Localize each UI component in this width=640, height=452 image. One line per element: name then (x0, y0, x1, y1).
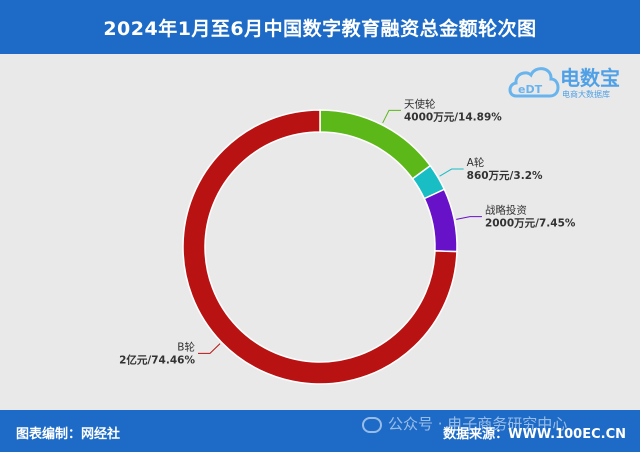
watermark: 公众号 · 电子商务研究中心 (362, 413, 567, 434)
slice-value-label: 2000万元/7.45% (485, 218, 576, 230)
slice-name-label: 天使轮 (404, 97, 436, 110)
slice-value-label: 2亿元/74.46% (119, 353, 195, 366)
plot-area: 天使轮 4000万元/14.89% A轮 860万元/3.2% 战略投资 2000万元/7… (0, 54, 640, 410)
leader-line (439, 168, 464, 177)
footer-source: 数据来源：WWW.100EC.CN (443, 427, 626, 442)
leader-line (382, 109, 401, 124)
slice-name-label: 战略投资 (485, 204, 527, 217)
logo-mark: eDT (518, 83, 543, 96)
logo-subtitle: 电商大数据库 (562, 90, 610, 99)
footer-credit: 图表编制：网经社 (16, 427, 121, 442)
slice-name-label: B轮 (177, 340, 195, 353)
cloud-icon: eDT (508, 67, 560, 98)
chart-title: 2024年1月至6月中国数字教育融资总金额轮次图 (103, 17, 537, 40)
brand-logo: eDT 电数宝 电商大数据库 (506, 60, 636, 106)
logo-name: 电数宝 (560, 66, 620, 90)
donut-slice (182, 109, 458, 385)
slice-value-label: 4000万元/14.89% (404, 111, 502, 123)
watermark-text: 公众号 · 电子商务研究中心 (388, 415, 568, 433)
wechat-icon (362, 416, 382, 433)
leader-line (197, 343, 221, 354)
footer-bar: 图表编制：网经社 公众号 · 电子商务研究中心 数据来源：WWW.100EC.C… (0, 410, 640, 452)
slice-name-label: A轮 (467, 156, 485, 169)
slice-value-label: 860万元/3.2% (467, 170, 543, 182)
title-bar: 2024年1月至6月中国数字教育融资总金额轮次图 (0, 0, 640, 54)
leader-line (456, 216, 482, 220)
donut-slice (423, 188, 458, 253)
